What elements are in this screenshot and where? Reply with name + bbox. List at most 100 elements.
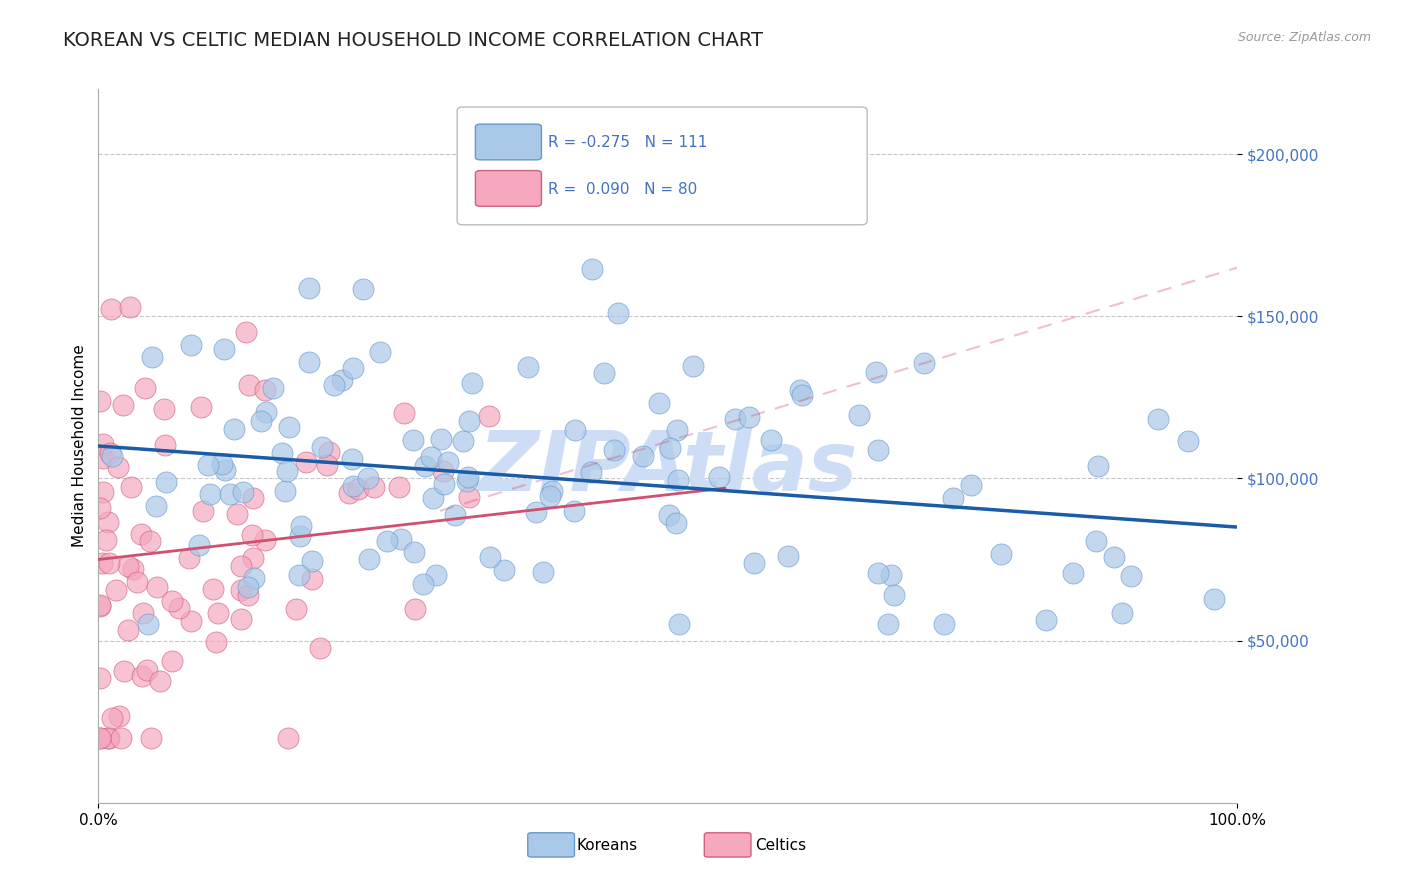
Point [581, 465, 603, 479]
Point [89, 731, 111, 745]
Point [107, 708, 129, 723]
Point [301, 572, 323, 586]
Point [1085, 534, 1108, 549]
Text: Koreans: Koreans [576, 838, 638, 853]
Point [177, 550, 200, 565]
Point [309, 641, 332, 656]
Point [432, 464, 454, 478]
Point [285, 601, 308, 615]
Point [136, 617, 159, 632]
Point [404, 545, 426, 559]
Point [541, 483, 564, 498]
Point [193, 504, 215, 518]
FancyBboxPatch shape [475, 170, 541, 206]
Point [89, 671, 111, 685]
Point [97, 731, 120, 745]
Point [118, 300, 141, 314]
Point [214, 463, 236, 477]
Point [242, 528, 264, 542]
Point [231, 612, 253, 626]
Point [91, 556, 114, 570]
Point [592, 366, 614, 380]
Point [451, 434, 474, 449]
Point [205, 635, 228, 649]
Text: Celtics: Celtics [755, 838, 807, 853]
Point [254, 533, 277, 547]
Point [160, 593, 183, 607]
Point [318, 444, 340, 458]
Point [97, 556, 120, 570]
Point [778, 549, 800, 563]
Point [402, 434, 425, 448]
Point [96, 533, 118, 547]
Point [357, 471, 380, 485]
Point [564, 423, 586, 437]
Point [91, 437, 114, 451]
Point [180, 615, 202, 629]
Point [146, 580, 169, 594]
Point [262, 381, 284, 395]
Point [232, 484, 254, 499]
Point [990, 547, 1012, 561]
Point [883, 588, 905, 602]
Point [1087, 458, 1109, 473]
Point [107, 459, 129, 474]
Point [190, 401, 212, 415]
Point [155, 475, 177, 490]
Point [139, 731, 162, 745]
Point [224, 422, 246, 436]
Point [117, 558, 139, 573]
Point [942, 491, 965, 506]
Text: KOREAN VS CELTIC MEDIAN HOUSEHOLD INCOME CORRELATION CHART: KOREAN VS CELTIC MEDIAN HOUSEHOLD INCOME… [63, 31, 763, 50]
Point [538, 490, 561, 504]
Point [460, 376, 482, 390]
Point [167, 601, 190, 615]
Point [759, 433, 782, 447]
Point [290, 519, 312, 533]
Point [89, 393, 111, 408]
Point [1062, 566, 1084, 581]
Point [932, 617, 955, 632]
Point [238, 377, 260, 392]
Point [389, 533, 412, 547]
Point [790, 388, 813, 402]
Point [243, 571, 266, 585]
Point [139, 534, 162, 549]
Point [89, 500, 111, 515]
Point [111, 398, 134, 412]
Point [288, 529, 311, 543]
Point [1111, 606, 1133, 620]
Point [316, 458, 339, 473]
Point [132, 606, 155, 620]
Point [236, 580, 259, 594]
Point [478, 409, 501, 424]
Point [89, 598, 111, 612]
Point [443, 508, 465, 523]
Point [127, 574, 149, 589]
Point [120, 480, 142, 494]
Point [422, 491, 444, 505]
Point [112, 664, 135, 678]
Point [848, 409, 870, 423]
Point [337, 485, 360, 500]
Point [134, 381, 156, 395]
Point [298, 354, 321, 368]
Point [340, 452, 363, 467]
Point [531, 565, 554, 579]
FancyBboxPatch shape [475, 124, 541, 160]
Point [226, 507, 249, 521]
Point [323, 377, 346, 392]
Point [458, 490, 481, 504]
Point [359, 551, 381, 566]
Point [131, 526, 153, 541]
Text: ZIPAtlas: ZIPAtlas [478, 427, 858, 508]
Point [456, 474, 478, 488]
Point [479, 550, 502, 565]
FancyBboxPatch shape [704, 833, 751, 857]
Point [425, 568, 447, 582]
Point [352, 282, 374, 296]
Point [666, 424, 689, 438]
Point [145, 499, 167, 513]
Point [346, 482, 368, 496]
Text: R =  0.090   N = 80: R = 0.090 N = 80 [548, 182, 697, 196]
